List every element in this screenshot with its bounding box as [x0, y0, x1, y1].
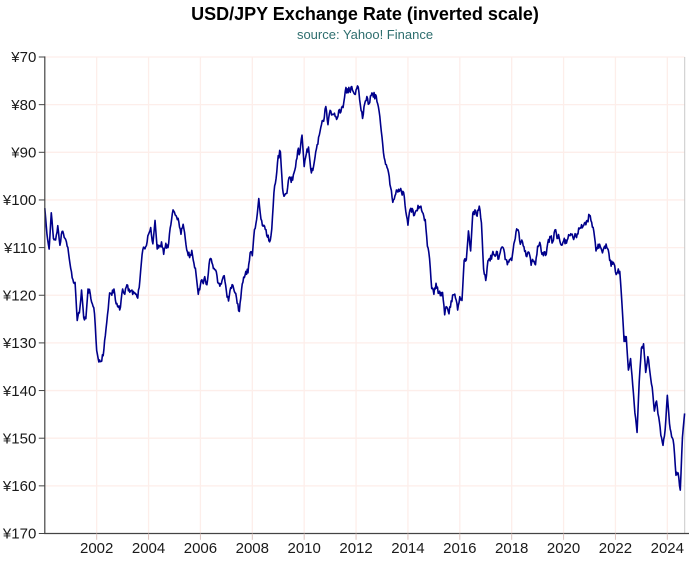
y-tick-label: ¥170	[2, 526, 36, 543]
x-gridlines	[96, 57, 668, 534]
x-tick-label: 2016	[443, 540, 476, 557]
y-tick-label: ¥120	[2, 287, 36, 304]
x-tick-label: 2002	[80, 540, 113, 557]
x-tick-label: 2024	[651, 540, 684, 557]
exchange-rate-line	[44, 85, 686, 491]
y-tick-label: ¥140	[2, 383, 36, 400]
chart-subtitle: source: Yahoo! Finance	[296, 27, 434, 42]
y-tick-label: ¥70	[10, 49, 36, 66]
x-tick-label: 2020	[547, 540, 580, 557]
series-usdjpy	[44, 85, 686, 491]
y-tick-label: ¥110	[3, 240, 36, 257]
x-tick-label: 2018	[495, 540, 528, 557]
y-tick-label: ¥150	[2, 430, 36, 447]
y-axis-ticks: ¥70 ¥80 ¥90 ¥100 ¥110 ¥120 ¥130 ¥140 ¥150 ¥160 ¥17…	[2, 49, 45, 543]
y-tick-label: ¥100	[2, 192, 36, 209]
y-tick-label: ¥90	[10, 145, 36, 162]
x-tick-label: 2006	[184, 540, 217, 557]
chart-title: USD/JPY Exchange Rate (inverted scale)	[191, 4, 539, 24]
x-tick-label: 2012	[339, 540, 372, 557]
y-tick-label: ¥80	[10, 97, 36, 114]
x-tick-label: 2014	[391, 540, 424, 557]
x-tick-label: 2022	[599, 540, 632, 557]
x-tick-label: 2010	[287, 540, 320, 557]
x-tick-label: 2008	[236, 540, 269, 557]
y-gridlines	[44, 56, 685, 487]
y-tick-label: ¥160	[2, 478, 36, 495]
x-axis-ticks: 2002 2004 2006 2008 2010 2012 2014 2016 2018 2020…	[80, 533, 684, 557]
y-tick-label: ¥130	[2, 335, 36, 352]
x-tick-label: 2004	[132, 540, 165, 557]
